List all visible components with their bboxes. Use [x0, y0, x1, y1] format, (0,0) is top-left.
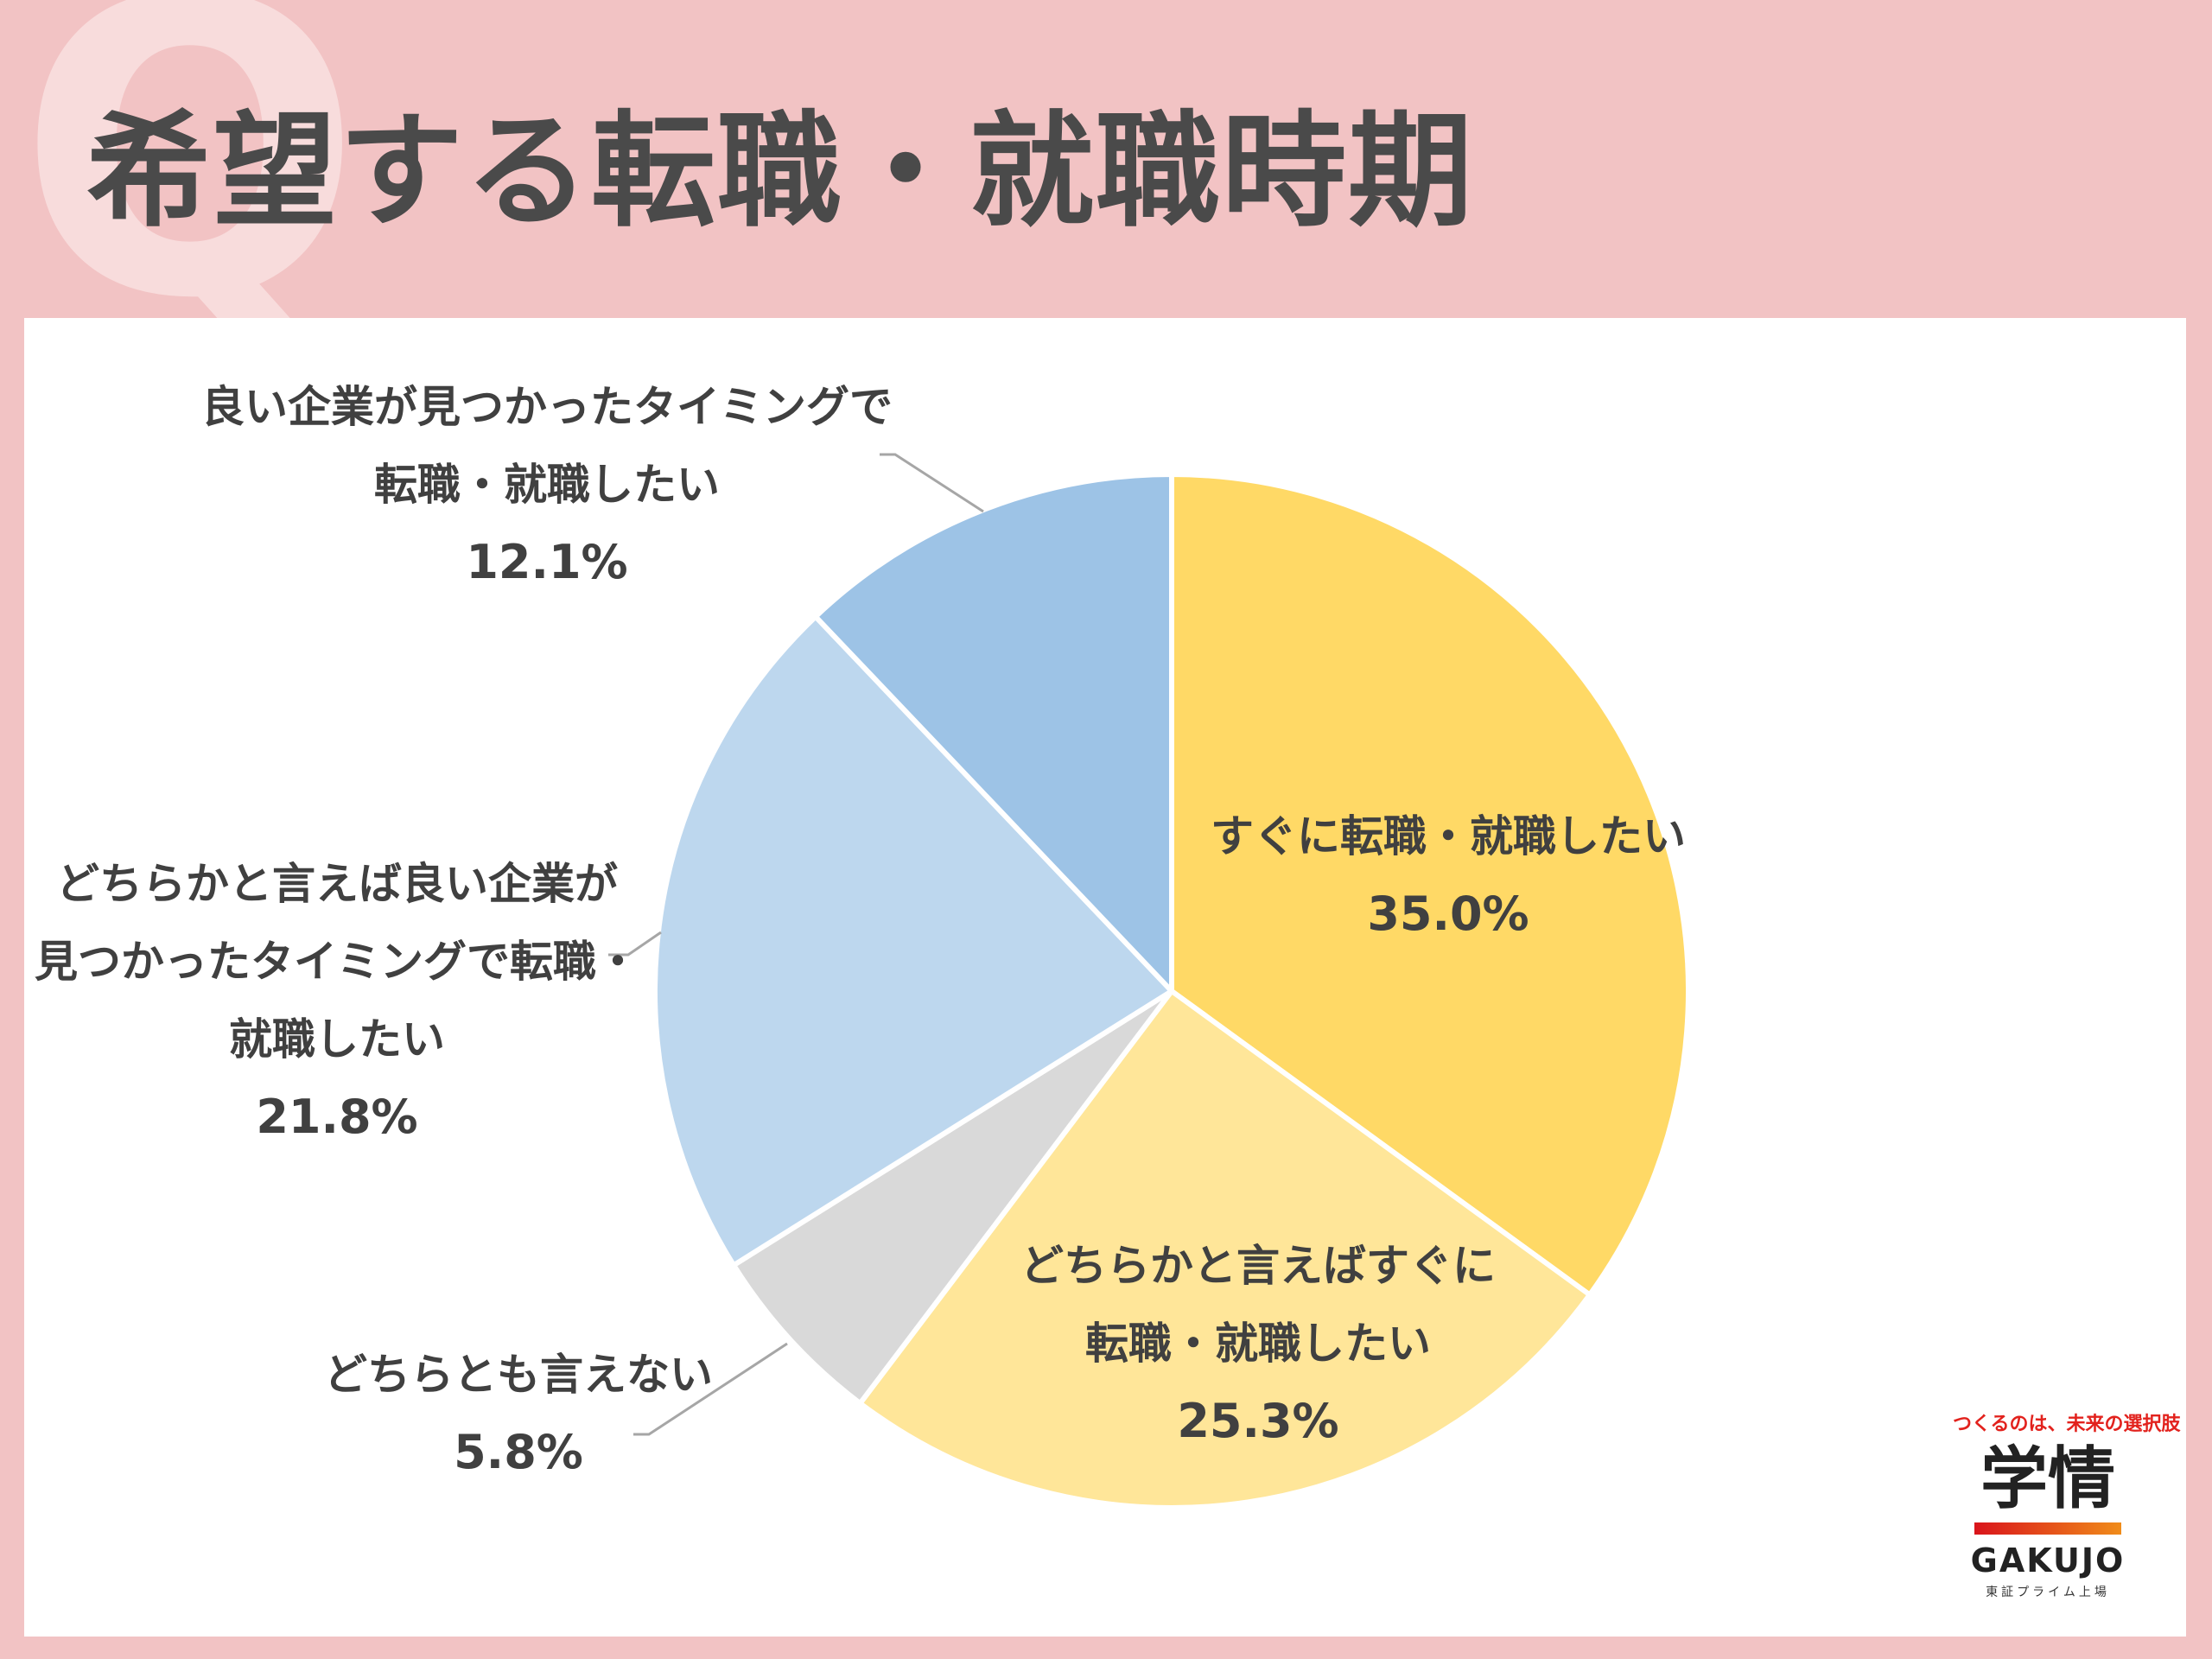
brand-listing: 東証プライム上場	[1986, 1585, 2110, 1599]
leader-line-4	[608, 931, 662, 957]
brand-name-kanji: 学情	[1980, 1440, 2115, 1518]
slice-label-text: 就職したい	[229, 1014, 445, 1065]
pie-slice-2	[857, 988, 1592, 1510]
slice-label-3: どちらとも言えない 5.8%	[86, 1336, 950, 1491]
brand-name-latin: GAKUJO	[1970, 1541, 2126, 1580]
chart-panel: すぐに転職・就職したい 35.0% どちらかと言えばすぐに 転職・就職したい 25.3%…	[24, 318, 2186, 1637]
pie-chart	[608, 453, 1691, 1510]
slice-label-2: どちらかと言えばすぐに 転職・就職したい 25.3%	[826, 1227, 1690, 1460]
leader-line-3	[633, 1342, 788, 1436]
slice-percent: 5.8%	[454, 1425, 583, 1479]
slice-label-text: どちらかと言えば良い企業が	[56, 859, 618, 909]
brand-bar	[1974, 1522, 2121, 1535]
slice-percent: 35.0%	[1367, 887, 1529, 941]
slice-label-5: 良い企業が見つかったタイミングで 転職・就職したい 12.1%	[115, 368, 979, 601]
slice-label-text: 見つかったタイミングで転職・	[35, 937, 639, 987]
leader-line-5	[880, 453, 984, 513]
slice-percent: 12.1%	[466, 535, 628, 589]
pie-slice-4	[652, 613, 1174, 1268]
slice-label-4: どちらかと言えば良い企業が 見つかったタイミングで転職・ 就職したい 21.8%	[0, 845, 769, 1156]
pie-slice-5	[812, 472, 1174, 994]
slice-label-text: どちらかと言えばすぐに	[1020, 1241, 1496, 1291]
slice-percent: 21.8%	[256, 1090, 418, 1144]
slice-label-text: どちらとも言えない	[324, 1350, 713, 1400]
slice-label-1: すぐに転職・就職したい 35.0%	[1016, 798, 1880, 953]
pie-slice-3	[731, 988, 1174, 1407]
pie-slice-1	[1169, 472, 1691, 1298]
slice-percent: 25.3%	[1177, 1394, 1339, 1448]
slice-label-text: すぐに転職・就職したい	[1211, 811, 1686, 861]
slice-label-text: 良い企業が見つかったタイミングで	[201, 382, 893, 432]
brand-tagline: つくるのは、未来の選択肢	[1953, 1414, 2181, 1435]
q-watermark: Q	[17, 0, 363, 387]
brand-logo: つくるのは、未来の選択肢 学情 GAKUJO 東証プライム上場	[1953, 1408, 2181, 1600]
slice-label-text: 転職・就職したい	[374, 460, 720, 510]
slice-label-text: 転職・就職したい	[1085, 1319, 1431, 1369]
page-title: 希望する転職・就職時期	[86, 99, 1475, 244]
